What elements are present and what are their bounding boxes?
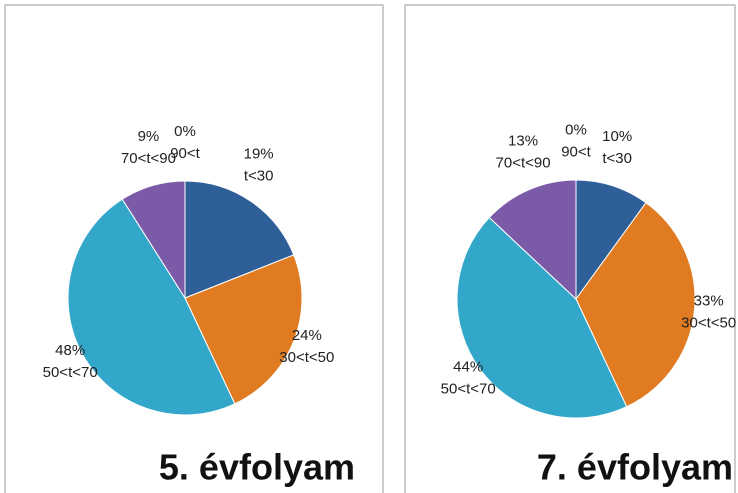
data-label: 10%	[602, 128, 632, 145]
data-label: 0%	[174, 123, 196, 140]
category-label: 70<t<90	[496, 155, 551, 172]
data-label: 24%	[292, 327, 322, 344]
pie-slice	[575, 202, 696, 408]
category-label: 50<t<70	[441, 380, 496, 397]
category-label: 90<t	[170, 145, 200, 162]
pie-slice	[575, 179, 647, 301]
data-label: 13%	[508, 133, 538, 150]
data-label: 19%	[244, 146, 274, 163]
category-label: t<30	[602, 150, 632, 167]
pie-slice	[488, 179, 577, 301]
chart-title: 7. évfolyam	[537, 447, 733, 488]
data-label: 9%	[138, 128, 160, 145]
category-label: 30<t<50	[279, 349, 334, 366]
data-label: 0%	[565, 122, 587, 139]
pie-slice	[67, 198, 236, 416]
pie-slice	[184, 180, 295, 299]
pie-slice	[184, 254, 303, 405]
category-label: t<30	[244, 168, 274, 185]
data-label: 44%	[453, 358, 483, 375]
chart-title: 5. évfolyam	[159, 447, 355, 488]
pie-slice	[456, 216, 628, 419]
category-label: 70<t<90	[121, 150, 176, 167]
category-label: 30<t<50	[681, 315, 736, 332]
category-label: 50<t<70	[43, 364, 98, 381]
data-label: 33%	[694, 293, 724, 310]
data-label: 48%	[55, 342, 85, 359]
category-label: 90<t	[561, 144, 591, 161]
